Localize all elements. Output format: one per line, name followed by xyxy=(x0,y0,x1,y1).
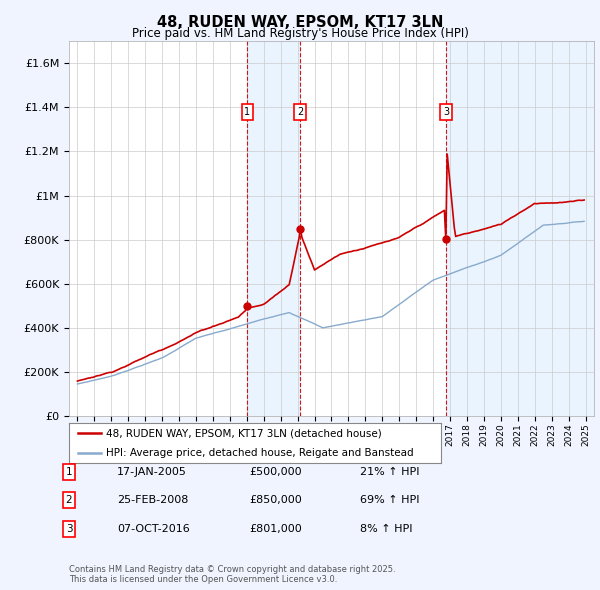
Text: 17-JAN-2005: 17-JAN-2005 xyxy=(117,467,187,477)
Text: 25-FEB-2008: 25-FEB-2008 xyxy=(117,496,188,505)
Text: 69% ↑ HPI: 69% ↑ HPI xyxy=(360,496,419,505)
Text: 3: 3 xyxy=(443,107,449,117)
Text: Price paid vs. HM Land Registry's House Price Index (HPI): Price paid vs. HM Land Registry's House … xyxy=(131,27,469,40)
Text: 3: 3 xyxy=(65,524,73,533)
Text: 8% ↑ HPI: 8% ↑ HPI xyxy=(360,524,413,533)
Bar xyxy=(446,41,594,416)
Text: 48, RUDEN WAY, EPSOM, KT17 3LN (detached house): 48, RUDEN WAY, EPSOM, KT17 3LN (detached… xyxy=(106,428,382,438)
Text: £500,000: £500,000 xyxy=(249,467,302,477)
Text: £801,000: £801,000 xyxy=(249,524,302,533)
Text: 2: 2 xyxy=(297,107,303,117)
Text: 2: 2 xyxy=(65,496,73,505)
Text: 1: 1 xyxy=(65,467,73,477)
Text: Contains HM Land Registry data © Crown copyright and database right 2025.
This d: Contains HM Land Registry data © Crown c… xyxy=(69,565,395,584)
Text: 48, RUDEN WAY, EPSOM, KT17 3LN: 48, RUDEN WAY, EPSOM, KT17 3LN xyxy=(157,15,443,30)
Text: 1: 1 xyxy=(244,107,251,117)
Text: 21% ↑ HPI: 21% ↑ HPI xyxy=(360,467,419,477)
Bar xyxy=(247,41,300,416)
Text: £850,000: £850,000 xyxy=(249,496,302,505)
Text: 07-OCT-2016: 07-OCT-2016 xyxy=(117,524,190,533)
Text: HPI: Average price, detached house, Reigate and Banstead: HPI: Average price, detached house, Reig… xyxy=(106,448,414,458)
